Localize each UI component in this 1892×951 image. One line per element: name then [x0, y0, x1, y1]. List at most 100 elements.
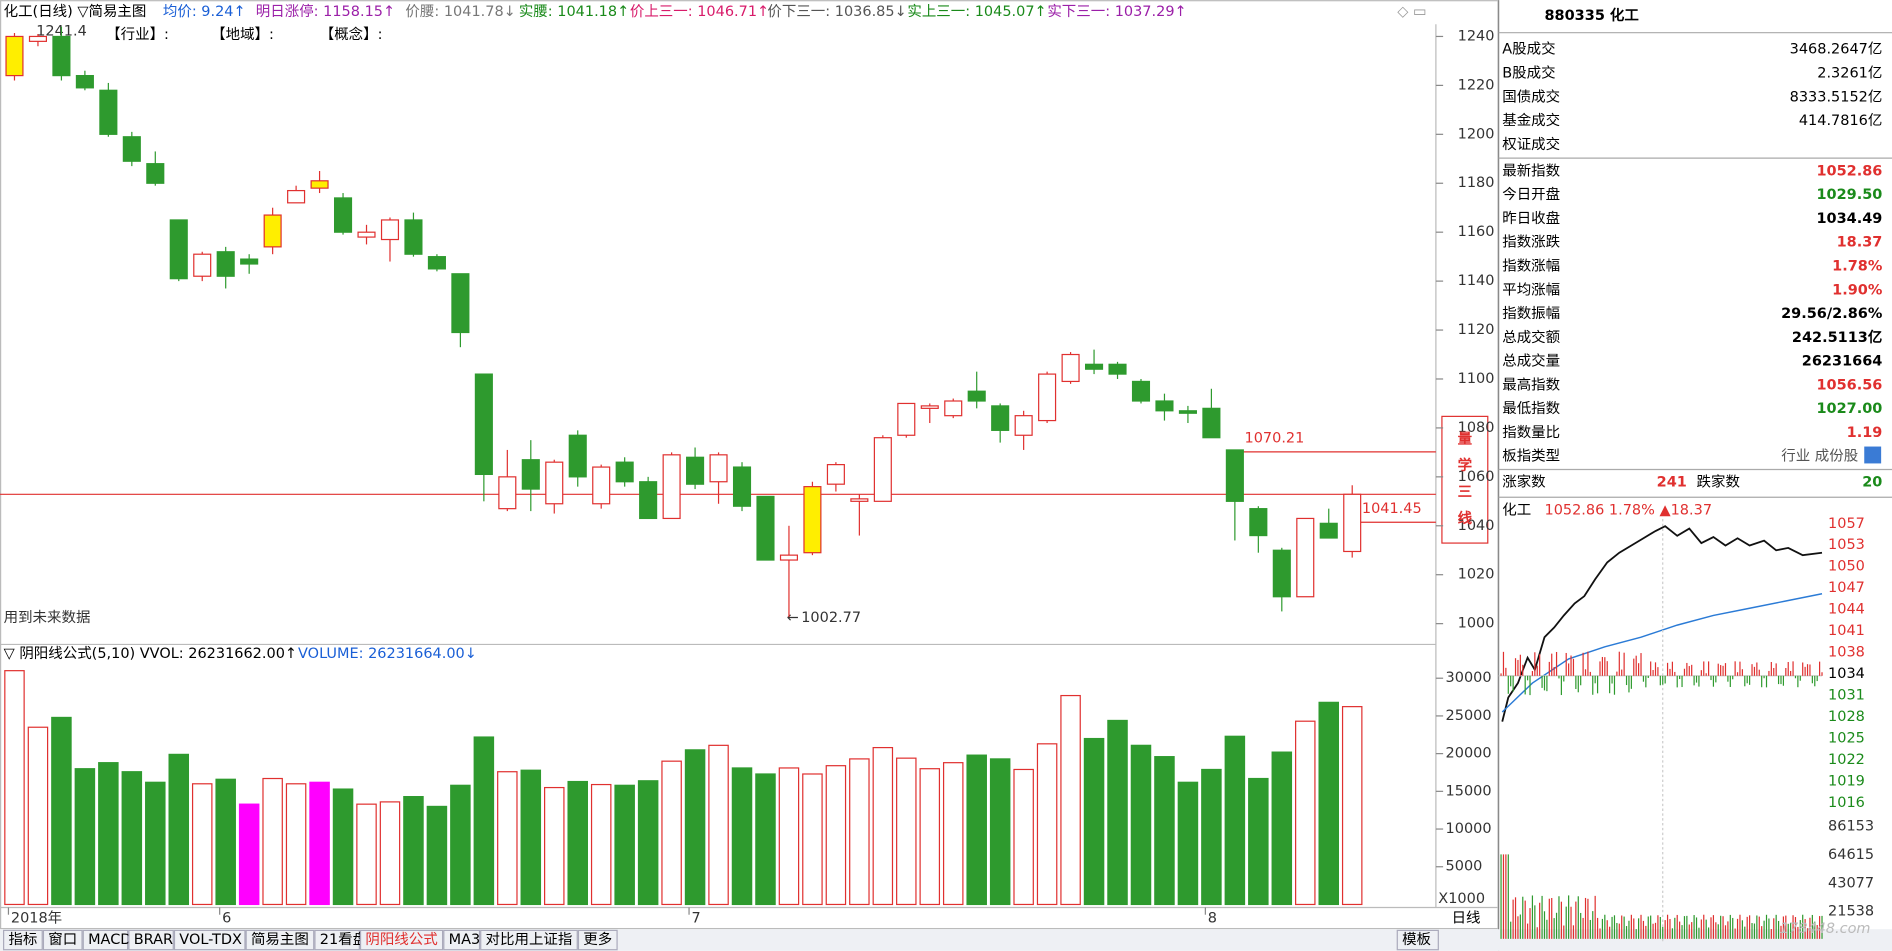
candle-body: [662, 454, 681, 520]
volume-bar: [802, 773, 823, 906]
volume-bar: [379, 801, 401, 906]
stat-label: 板指类型: [1502, 447, 1560, 465]
candle-body: [1014, 415, 1033, 436]
side-label-char: 三: [1458, 484, 1472, 500]
candle-body: [216, 251, 235, 277]
candle-body: [1085, 363, 1104, 370]
type-icon[interactable]: [1864, 446, 1882, 464]
stat-value: 2.3261亿: [1817, 64, 1882, 81]
v-tick-label: 30000: [1446, 670, 1492, 686]
volume-bar: [1341, 706, 1363, 906]
volume-bar: [1177, 781, 1199, 906]
volume-bar: [426, 805, 448, 906]
tab-label[interactable]: MACD: [88, 932, 131, 948]
tab-label[interactable]: 简易主图: [251, 931, 309, 948]
count-label: 涨家数: [1502, 474, 1546, 491]
y-tick-label: 1200: [1458, 126, 1495, 142]
candle-body: [146, 163, 165, 184]
tab[interactable]: [245, 929, 315, 951]
candle-body: [779, 554, 799, 561]
y-tick-label: 1220: [1458, 77, 1495, 93]
candle-body: [1178, 410, 1197, 414]
mini-v-label: 43077: [1828, 875, 1874, 891]
y-tick-label: 1000: [1458, 616, 1495, 632]
mini-y-label: 1022: [1828, 752, 1865, 768]
y-tick-label: 1180: [1458, 175, 1495, 191]
candle-body: [756, 495, 775, 561]
tab-label[interactable]: VOL-TDX: [179, 932, 242, 948]
candle-body: [944, 400, 963, 417]
candle-body: [169, 219, 188, 280]
period-label: 日线: [1452, 909, 1481, 926]
tab[interactable]: [480, 929, 578, 951]
volume-bar: [238, 803, 260, 906]
tab[interactable]: [82, 929, 129, 951]
mini-v-label: 86153: [1828, 819, 1874, 835]
tab-label[interactable]: 阴阳线公式: [365, 931, 437, 948]
count-label: 跌家数: [1697, 474, 1741, 491]
stat-value: 行业 成份股: [1781, 448, 1858, 465]
volume-bar: [497, 771, 518, 906]
volume-bar: [731, 767, 753, 906]
candle-body: [568, 434, 587, 478]
mini-y-label: 1028: [1828, 709, 1865, 725]
stat-value: 1029.50: [1816, 187, 1882, 203]
y-tick-label: 1140: [1458, 273, 1495, 289]
tab-label[interactable]: 21看盘: [320, 930, 367, 948]
tab[interactable]: [173, 929, 246, 951]
candle-body: [967, 390, 986, 402]
side-box: [1441, 415, 1489, 544]
stat-label: 总成交额: [1502, 328, 1560, 346]
mini-y-label: 1044: [1828, 602, 1865, 618]
volume-bar: [637, 780, 659, 906]
tab-label[interactable]: 指标: [8, 931, 37, 948]
tab[interactable]: [42, 929, 83, 951]
x-tick-label: 8: [1208, 910, 1217, 926]
candle-body: [1343, 493, 1362, 553]
volume-bar: [215, 778, 236, 906]
volume-bar: [872, 746, 894, 906]
volume-bar: [1083, 737, 1105, 906]
volume-bar: [520, 769, 542, 906]
candle-body: [310, 180, 329, 189]
y-tick-label: 1040: [1458, 518, 1495, 534]
volume-bar: [145, 781, 166, 906]
v-tick-label: 15000: [1446, 783, 1492, 799]
candle-body: [1038, 373, 1057, 422]
y-tick-label: 1100: [1458, 371, 1495, 387]
stat-value: 1027.00: [1816, 401, 1882, 417]
tab-label[interactable]: 窗口: [48, 930, 77, 948]
volume-title: ▽ 阴阳线公式(5,10) VVOL: 26231662.00↑: [4, 645, 297, 662]
candle-body: [920, 405, 939, 409]
candle-body: [5, 35, 24, 77]
tab-label[interactable]: MA3: [449, 932, 481, 948]
tab[interactable]: [128, 929, 174, 951]
tab[interactable]: [3, 929, 43, 951]
tab[interactable]: [577, 929, 618, 951]
tab[interactable]: [1396, 929, 1439, 951]
v-tick-label: 10000: [1446, 821, 1492, 837]
mini-y-label: 1025: [1828, 731, 1865, 747]
mini-y-label: 1038: [1828, 645, 1865, 661]
stat-value: 18.37: [1837, 235, 1883, 251]
volume-bar: [942, 762, 964, 906]
tab[interactable]: [443, 929, 481, 951]
window-icon[interactable]: ◇ ▭: [1397, 4, 1426, 20]
volume-bar: [1107, 719, 1128, 906]
tab[interactable]: [314, 929, 360, 951]
template-tab[interactable]: 模板: [1402, 930, 1431, 948]
candle-body: [193, 253, 212, 277]
v-tick-label: 5000: [1446, 859, 1483, 875]
tab-label[interactable]: 对比用上证指: [486, 931, 573, 948]
y-tick-label: 1160: [1458, 224, 1495, 240]
candle-body: [1225, 449, 1244, 502]
y-tick-label: 1080: [1458, 420, 1495, 436]
volume-bar: [567, 780, 588, 906]
tab-label[interactable]: BRAR: [134, 932, 173, 948]
tab-label[interactable]: 更多: [583, 931, 612, 948]
tab[interactable]: [359, 929, 444, 951]
mini-v-label: 21538: [1828, 904, 1874, 920]
count-value: 20: [1862, 475, 1882, 491]
stat-label: 今日开盘: [1502, 185, 1560, 203]
